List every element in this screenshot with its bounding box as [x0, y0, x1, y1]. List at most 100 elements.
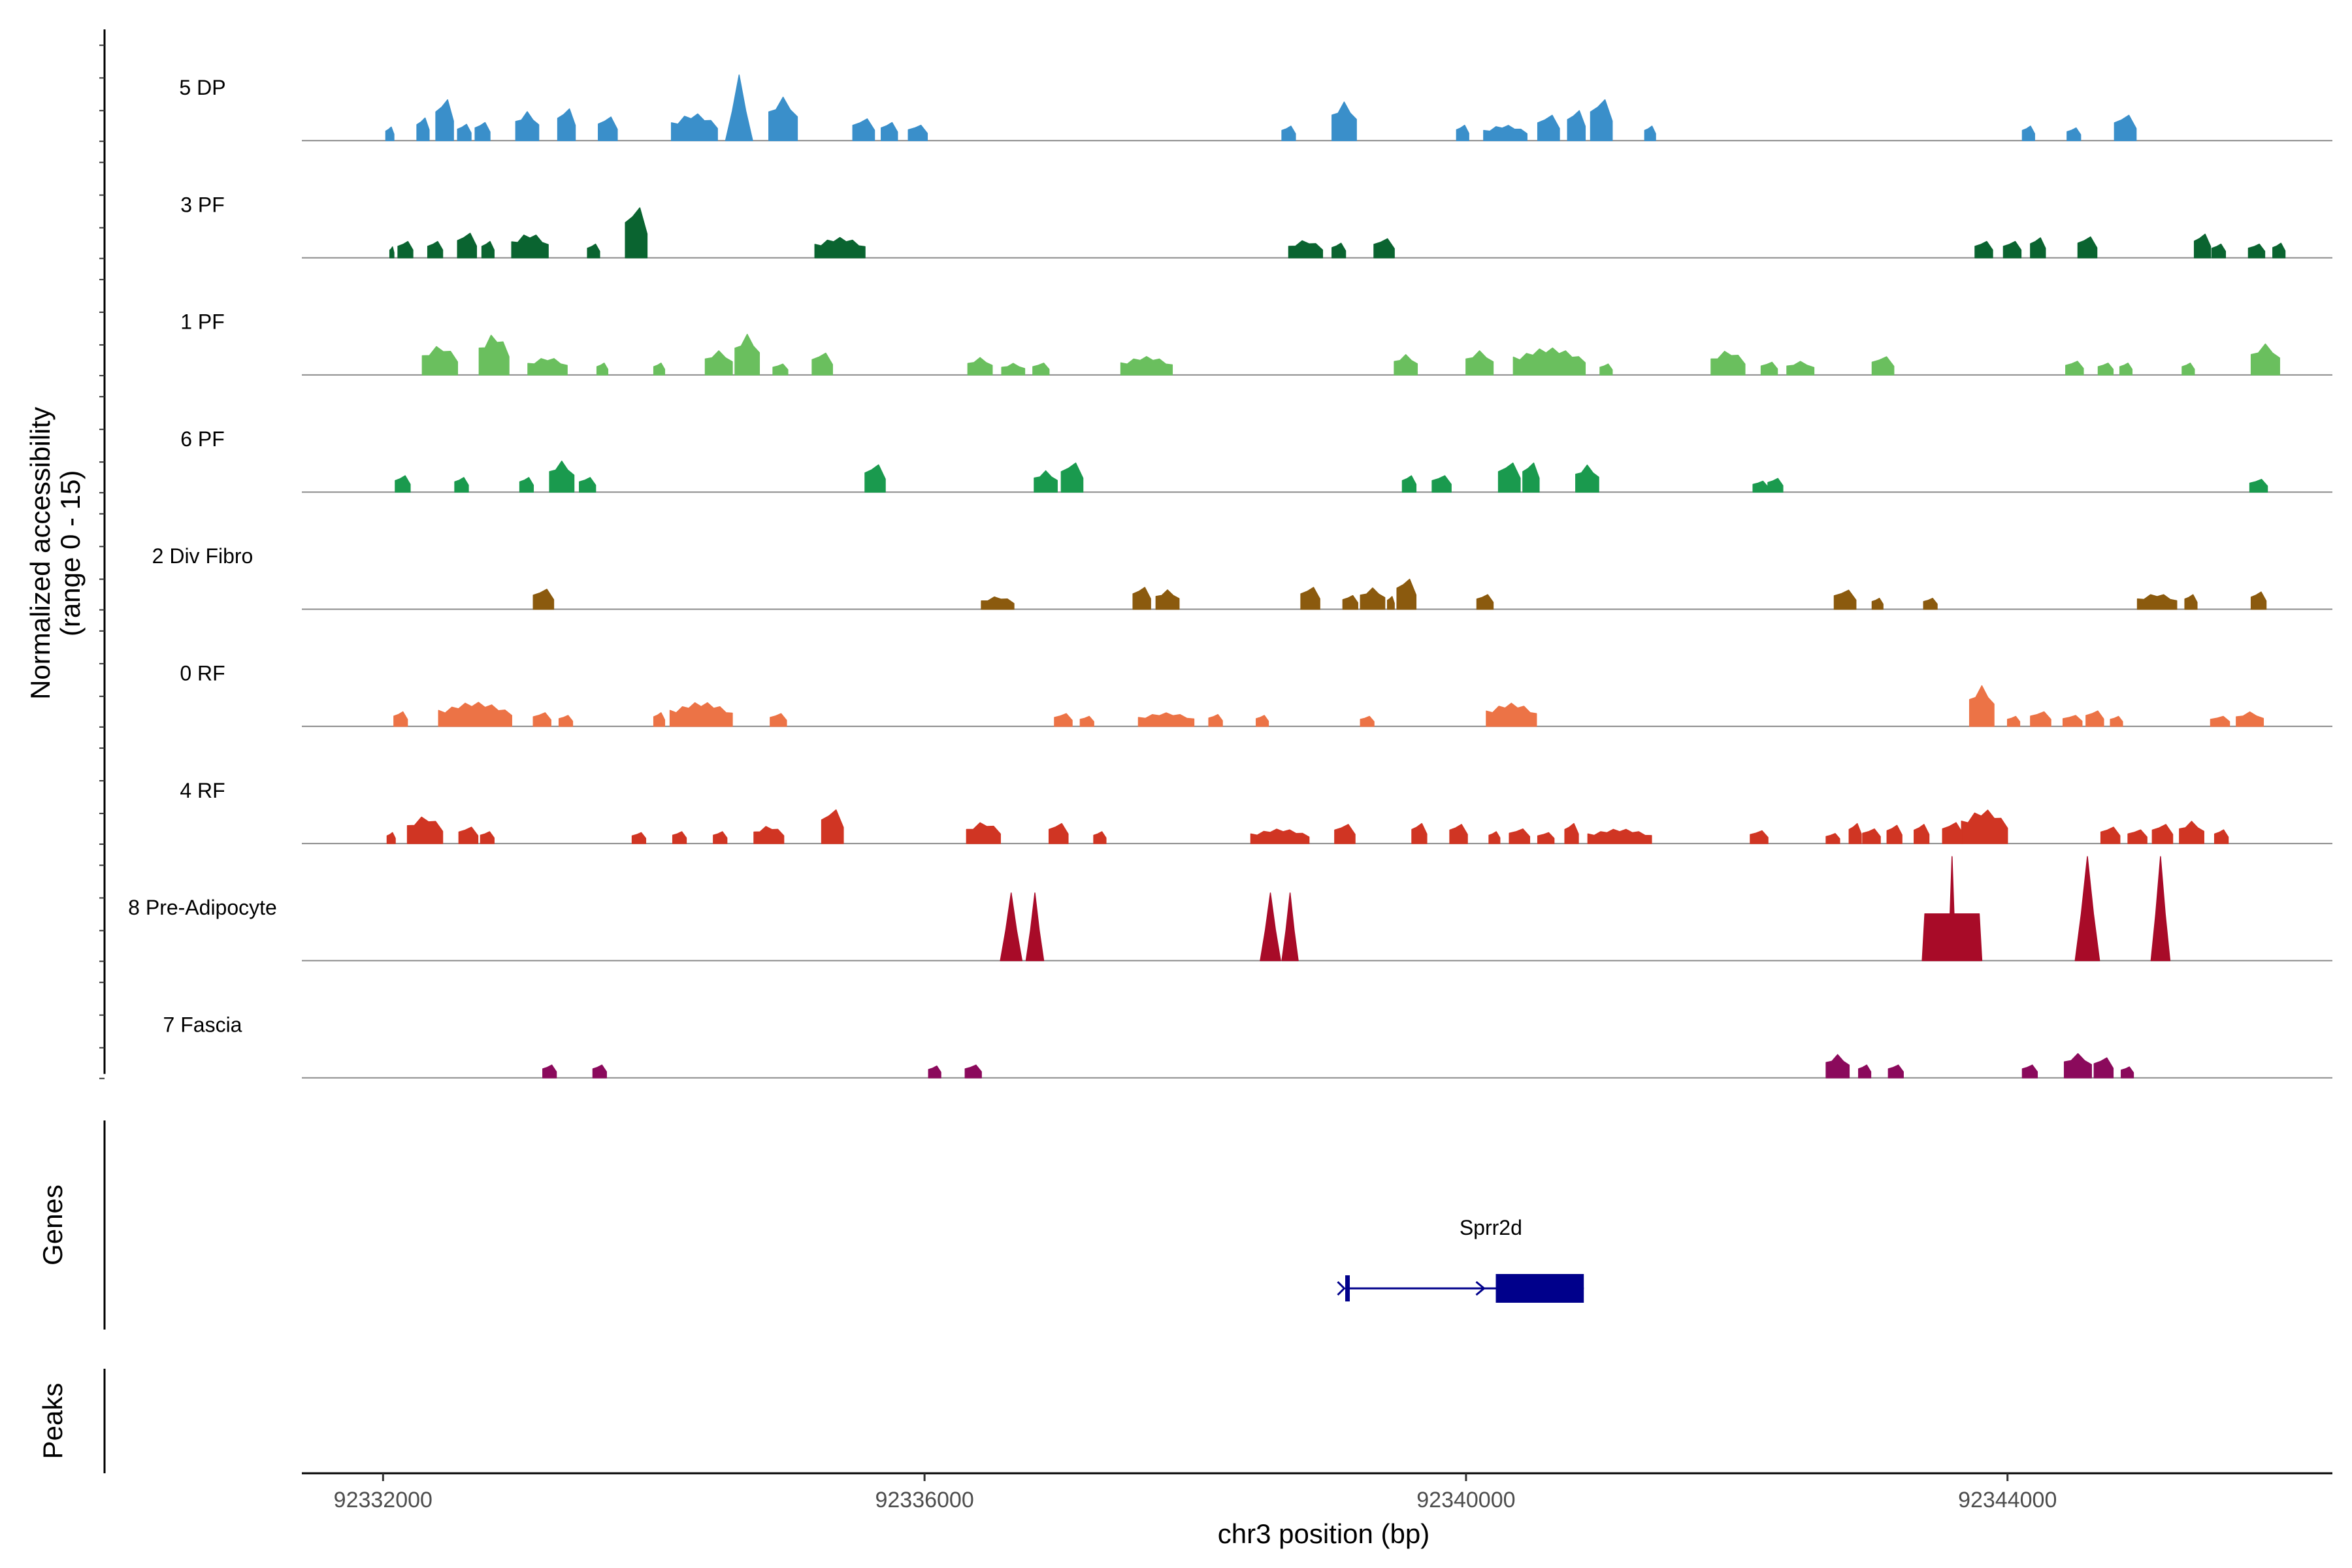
coverage-peak	[672, 831, 687, 844]
coverage-peak	[1871, 598, 1884, 610]
coverage-peak	[397, 240, 414, 259]
coverage-peak	[592, 1064, 607, 1079]
coverage-peak	[1476, 594, 1494, 610]
track-8: 7 Fascia	[163, 1013, 2332, 1079]
coverage-peak	[532, 589, 555, 610]
coverage-peak	[768, 96, 798, 142]
y-axis-title-line: (range 0 - 15)	[55, 470, 86, 636]
track-label: 1 PF	[180, 310, 225, 334]
coverage-peak	[2002, 240, 2022, 259]
coverage-peak	[2210, 715, 2230, 727]
coverage-peak	[1032, 363, 1050, 376]
coverage-peak	[519, 477, 534, 493]
coverage-peak	[2030, 237, 2046, 259]
gene-cds-exon	[1495, 1274, 1584, 1303]
coverage-peak	[1760, 361, 1778, 376]
coverage-peak	[458, 826, 479, 844]
coverage-peak	[2074, 856, 2100, 962]
coverage-peak	[1300, 587, 1320, 610]
coverage-tracks: 5 DP 3 PF 1 PF 6 PF 2 Div Fibro 0 RF 4 RF 8 Pre…	[128, 74, 2332, 1079]
coverage-peak	[480, 831, 495, 844]
track-label: 7 Fascia	[163, 1013, 242, 1036]
coverage-peak	[1567, 110, 1586, 142]
coverage-peak	[1522, 462, 1540, 493]
coverage-peak	[1334, 824, 1356, 844]
coverage-peak	[1575, 465, 1599, 493]
coverage-peak	[928, 1065, 941, 1079]
coverage-peak	[1825, 833, 1840, 844]
coverage-peak	[734, 333, 760, 376]
x-tick-label: 92344000	[1958, 1488, 2057, 1512]
track-0: 5 DP	[179, 74, 2332, 142]
x-axis: 92332000 92336000 92340000 92344000 chr3 pos…	[302, 1472, 2332, 1549]
coverage-peak	[2110, 715, 2123, 727]
coverage-peak	[2179, 821, 2204, 844]
coverage-peak	[1564, 823, 1579, 844]
x-axis-title: chr3 position (bp)	[1218, 1518, 1430, 1549]
coverage-peak	[395, 475, 411, 493]
genes-panel: Genes Sprr2d	[37, 1120, 1584, 1330]
coverage-peak	[406, 816, 444, 844]
coverage-peak	[1000, 892, 1023, 962]
coverage-peak	[670, 113, 718, 142]
coverage-peak	[1961, 809, 2008, 844]
coverage-peak	[478, 335, 510, 376]
coverage-peak	[1208, 713, 1223, 727]
coverage-peak	[457, 123, 472, 142]
coverage-peak	[1155, 589, 1180, 610]
genes-panel-title: Genes	[37, 1184, 68, 1266]
coverage-peak	[1921, 856, 1983, 962]
coverage-peak	[385, 126, 395, 142]
coverage-peak	[421, 346, 459, 376]
coverage-peak	[2236, 711, 2264, 727]
coverage-peak	[1260, 892, 1281, 962]
coverage-peak	[1360, 715, 1375, 727]
coverage-peak	[2100, 826, 2121, 844]
track-label: 2 Div Fibro	[152, 544, 253, 568]
coverage-peak	[981, 596, 1015, 610]
coverage-peak	[2127, 829, 2148, 844]
coverage-peak	[966, 822, 1001, 844]
coverage-peak	[625, 207, 648, 259]
coverage-peak	[2030, 711, 2051, 727]
x-tick-label: 92332000	[334, 1488, 433, 1512]
coverage-peak	[1465, 350, 1494, 376]
coverage-peak	[669, 702, 733, 727]
coverage-peak	[1137, 712, 1195, 727]
coverage-peak	[1331, 101, 1357, 142]
track-label: 8 Pre-Adipocyte	[128, 896, 277, 919]
coverage-peak	[1886, 825, 1903, 844]
coverage-peak	[1250, 828, 1310, 844]
coverage-peak	[438, 702, 512, 727]
coverage-peak	[2150, 856, 2171, 962]
coverage-peak	[1483, 125, 1527, 142]
coverage-peak	[474, 122, 491, 142]
coverage-peak	[1767, 478, 1784, 493]
coverage-peak	[2250, 591, 2267, 610]
coverage-peak	[579, 477, 596, 493]
coverage-peak	[386, 832, 396, 844]
coverage-peak	[770, 713, 787, 727]
coverage-peak	[1488, 831, 1501, 844]
coverage-peak	[389, 246, 395, 259]
coverage-peak	[1456, 124, 1469, 142]
y-axis-title-line: Normalized accessibility	[25, 407, 56, 700]
coverage-peak	[1342, 595, 1358, 610]
coverage-peak	[1431, 475, 1452, 493]
coverage-peak	[1942, 822, 1964, 844]
coverage-peak	[2021, 125, 2035, 142]
coverage-peak	[542, 1064, 557, 1079]
coverage-peak	[2181, 363, 2195, 376]
coverage-peak	[852, 118, 875, 142]
coverage-peak	[2247, 243, 2266, 259]
coverage-peak	[2085, 710, 2104, 727]
track-3: 6 PF	[180, 427, 2332, 493]
coverage-peak	[2151, 824, 2174, 844]
track-label: 0 RF	[180, 662, 225, 685]
coverage-peak	[1587, 828, 1652, 844]
coverage-peak	[2119, 363, 2133, 376]
coverage-peak	[2211, 243, 2227, 259]
coverage-peak	[557, 108, 576, 142]
coverage-peak	[596, 363, 609, 376]
